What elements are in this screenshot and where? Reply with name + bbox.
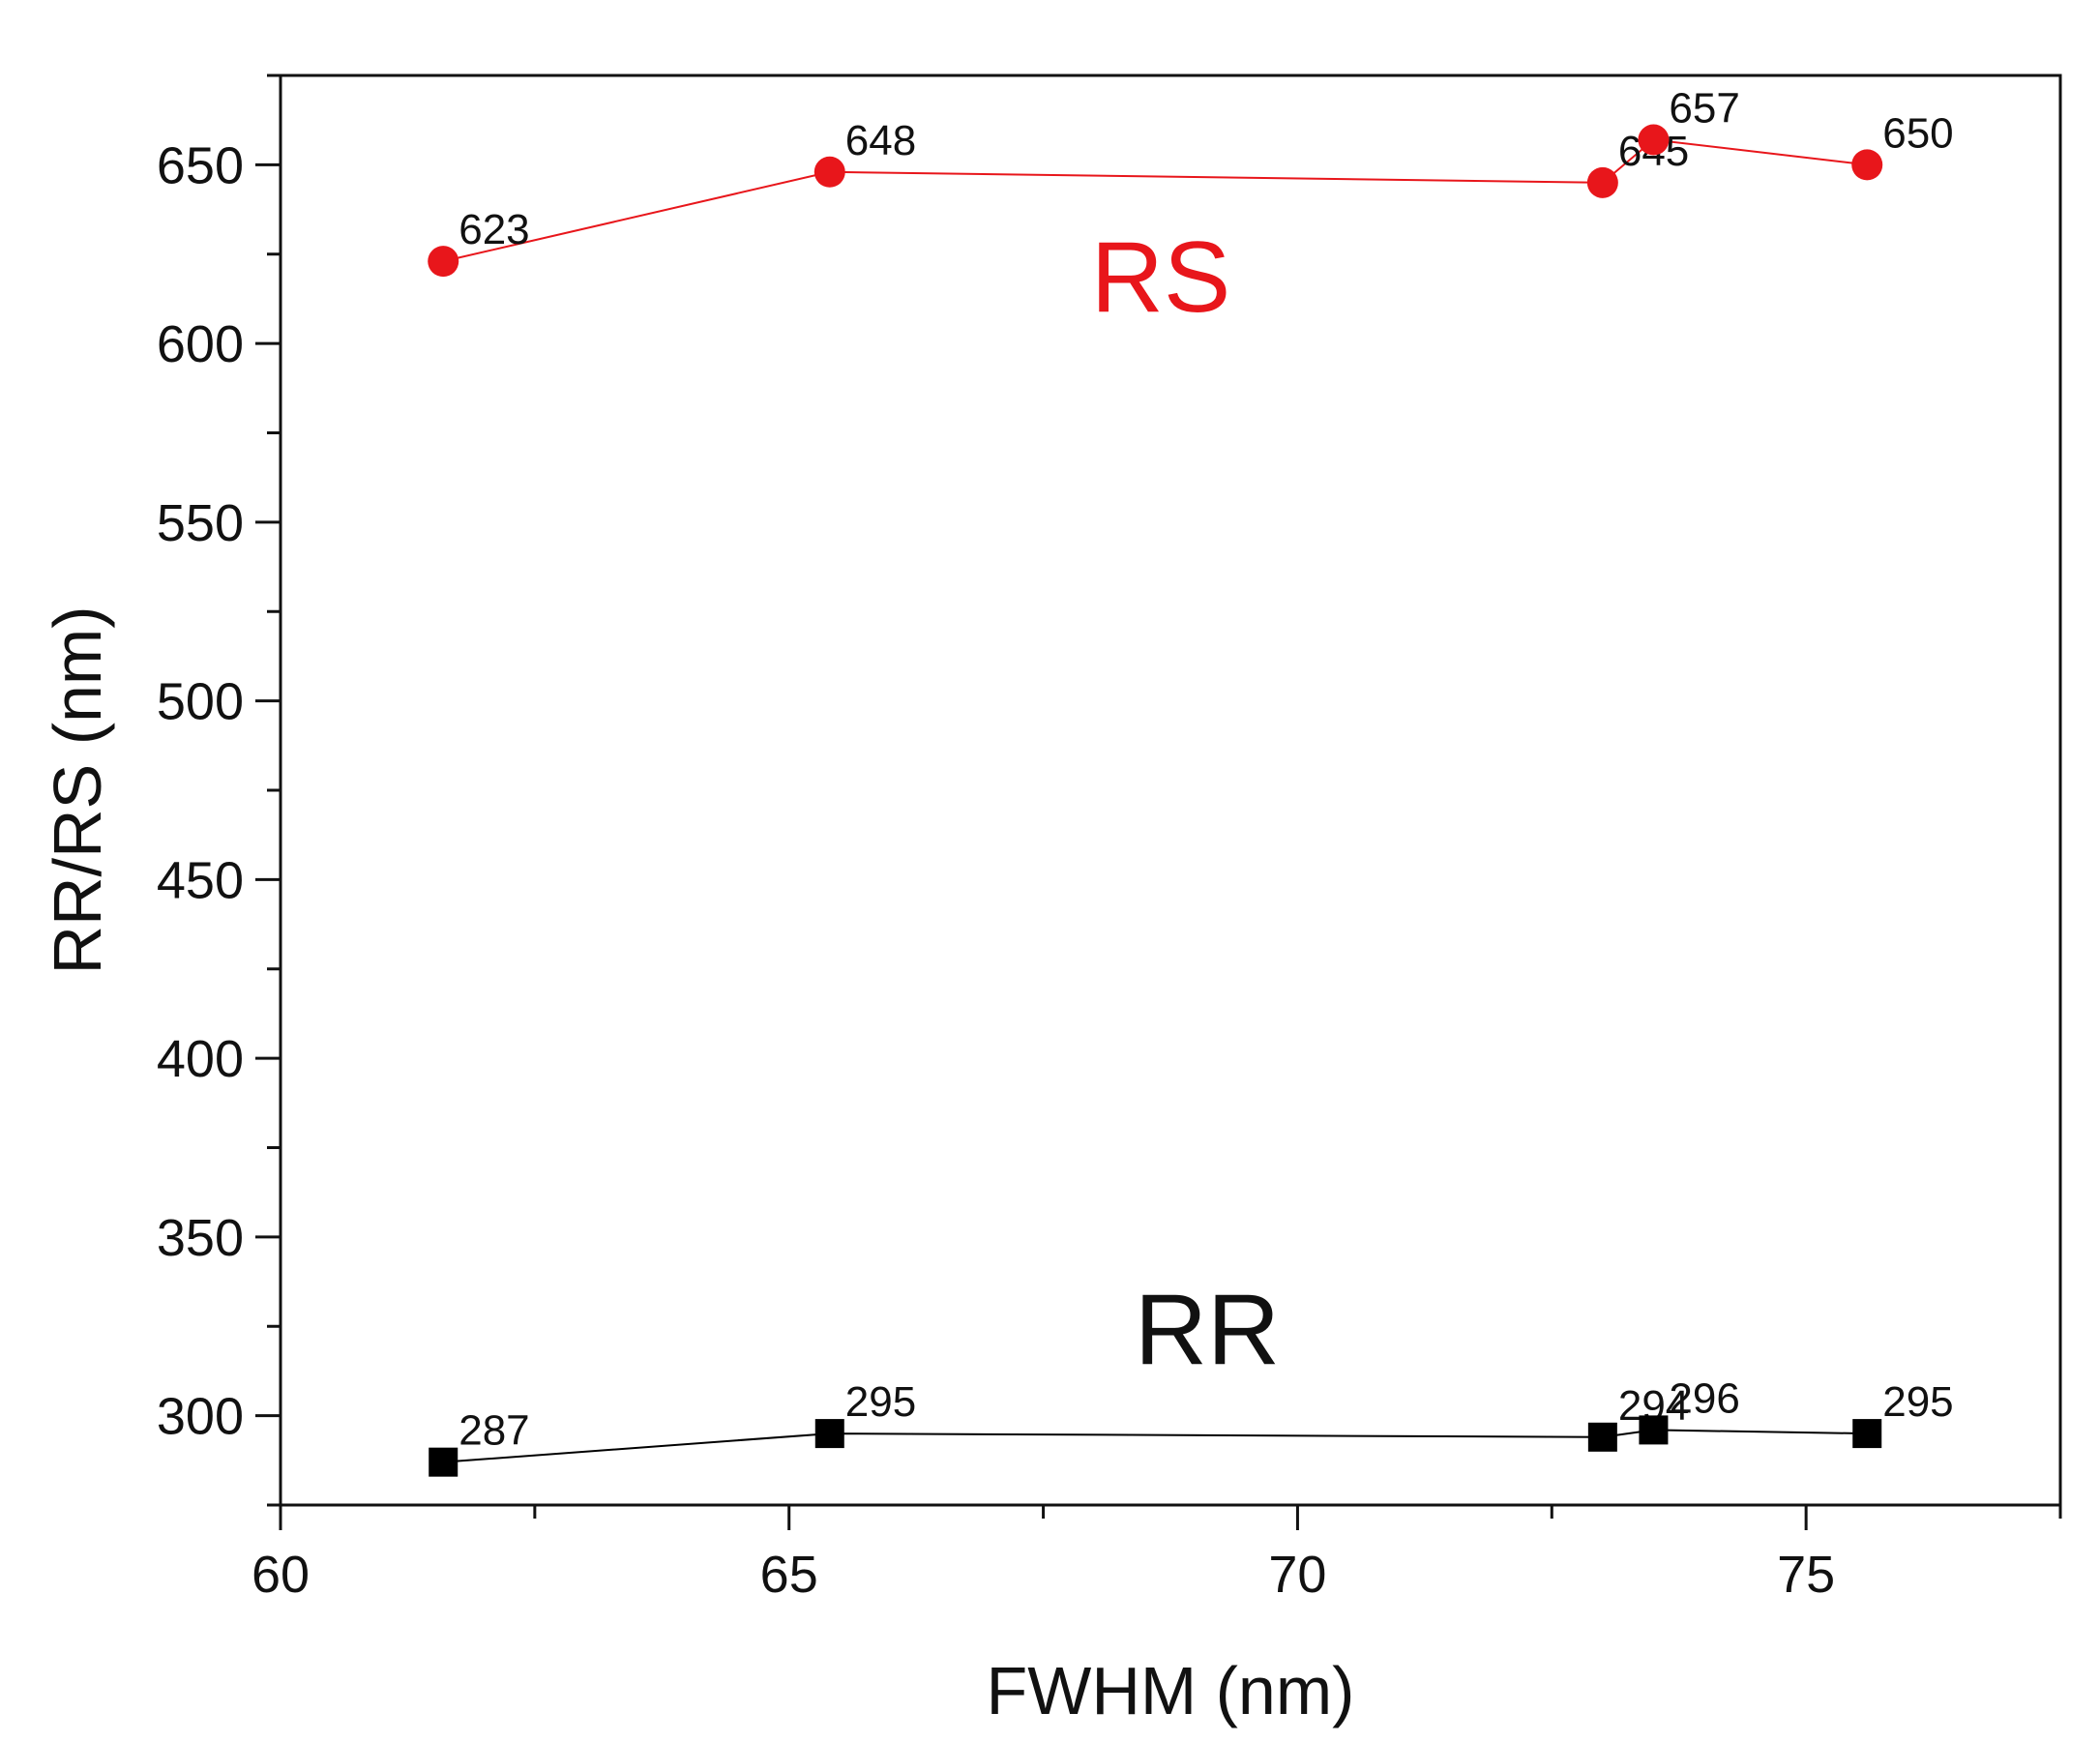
data-point-rs (1638, 124, 1670, 156)
y-tick-label: 400 (157, 1030, 244, 1088)
x-axis-title: FWHM (nm) (986, 1653, 1354, 1728)
data-point-rr (1852, 1419, 1882, 1449)
data-point-rr (1587, 1422, 1617, 1452)
x-tick-label: 75 (1777, 1546, 1835, 1604)
data-label-rs: 657 (1669, 85, 1739, 133)
x-tick-label: 65 (760, 1546, 818, 1604)
series-name-rr: RR (1135, 1274, 1280, 1386)
data-label-rr: 296 (1669, 1374, 1739, 1422)
data-point-rr (1639, 1415, 1669, 1445)
y-tick-label: 600 (157, 315, 244, 373)
data-label-rs: 648 (845, 117, 916, 164)
x-tick-label: 60 (251, 1546, 310, 1604)
y-tick-label: 300 (157, 1388, 244, 1446)
data-label-rs: 623 (458, 206, 529, 253)
data-point-rr (814, 1419, 844, 1449)
x-axis: 60 65 70 75 (251, 1505, 2062, 1604)
series-layer: 623648645657650287295294296295 (428, 85, 1954, 1477)
data-point-rs (428, 246, 459, 278)
y-axis: 300 350 400 450 500 550 600 650 (157, 74, 281, 1507)
y-tick-label: 500 (157, 673, 244, 731)
data-point-rs (1586, 166, 1618, 198)
data-point-rs (813, 156, 845, 188)
data-point-rs (1851, 149, 1883, 181)
data-label-rr: 287 (458, 1407, 529, 1455)
data-label-rs: 650 (1882, 109, 1953, 157)
y-tick-label: 450 (157, 851, 244, 909)
x-tick-label: 70 (1268, 1546, 1326, 1604)
data-label-rr: 295 (1882, 1378, 1953, 1426)
y-tick-label: 650 (157, 136, 244, 194)
data-label-rr: 295 (845, 1378, 916, 1426)
data-point-rr (429, 1447, 458, 1477)
y-axis-title: RR/RS (nm) (40, 605, 115, 974)
y-tick-label: 350 (157, 1209, 244, 1267)
series-name-rs: RS (1091, 221, 1230, 334)
y-tick-label: 550 (157, 494, 244, 552)
